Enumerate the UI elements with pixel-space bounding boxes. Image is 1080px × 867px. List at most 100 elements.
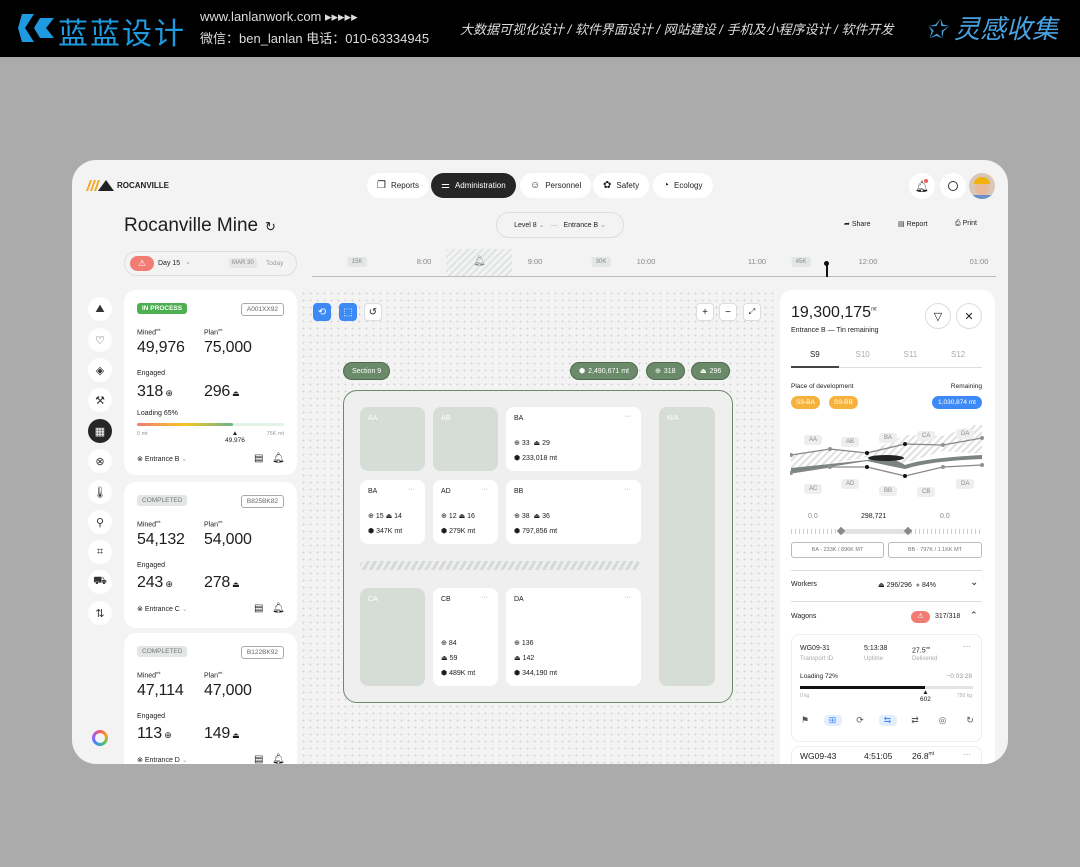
avatar[interactable]: [969, 173, 995, 199]
active-tab-indicator: [791, 366, 839, 368]
area-cell-ba[interactable]: BA ··· ⊕ 33 ⏏ 29 ⬢ 233,018 mt: [506, 407, 641, 471]
bell-icon[interactable]: 🔔︎: [272, 754, 285, 764]
area-cell-aa[interactable]: AA: [360, 407, 425, 471]
nav-personnel[interactable]: ☺ Personnel: [520, 173, 592, 198]
tab-s11[interactable]: S11: [903, 350, 918, 359]
swap-icon[interactable]: ⇆: [878, 715, 897, 726]
document-icon[interactable]: ▤: [254, 453, 264, 464]
sidebar-drill-icon[interactable]: ⚒: [88, 388, 112, 412]
location-icon[interactable]: ⟳: [856, 715, 864, 725]
more-icon[interactable]: ···: [624, 486, 631, 493]
zoom-out-button[interactable]: −: [719, 303, 737, 321]
magnet-tool-icon[interactable]: ⟲: [313, 303, 331, 321]
history-icon[interactable]: ↻: [966, 715, 974, 725]
production-card[interactable]: IN PROCESS A001XX92 Minedmt Planmt 49,97…: [124, 290, 297, 475]
area-cell-bb[interactable]: BB ··· ⊕ 38 ⏏ 36 ⬢ 797,856 mt: [506, 480, 641, 544]
value: 318: [663, 367, 676, 375]
area-cell-ba[interactable]: BA ··· ⊕ 15 ⏏ 14 ⬢ 347K mt: [360, 480, 425, 544]
location-selector: Level 8 ⌄ — Entrance B ⌄: [496, 212, 624, 238]
area-cell-na[interactable]: N/A: [659, 407, 715, 686]
select-area-tool-icon[interactable]: ⬚: [339, 303, 357, 321]
fullscreen-button[interactable]: ⤢: [743, 303, 761, 321]
more-icon[interactable]: ···: [963, 750, 971, 759]
notifications-button[interactable]: 🔔︎: [909, 173, 935, 199]
wagon-card[interactable]: WG09-43 4:51:05 26.8mt ···: [791, 746, 982, 764]
timeline[interactable]: 🔔︎ 15K 30K 45K 8:00 9:00 10:00 11:00 12:…: [312, 249, 996, 279]
card-code: A001XX92: [240, 303, 284, 316]
chevron-down-icon[interactable]: ⌄: [970, 577, 979, 588]
nav-ecology[interactable]: ◔ Ecology: [653, 173, 713, 198]
chart-node-label: DA: [956, 429, 975, 439]
lasso-tool-icon[interactable]: ↺: [364, 303, 382, 321]
area-cell-ad[interactable]: AD ··· ⊕ 12 ⏏ 16 ⬢ 279K mt: [433, 480, 498, 544]
flag-icon[interactable]: ⚑: [800, 715, 810, 725]
chat-button[interactable]: [940, 173, 966, 199]
entrance-select[interactable]: ⊗ Entrance B ⌄: [137, 455, 187, 463]
more-icon[interactable]: ···: [481, 486, 488, 493]
refresh-icon[interactable]: ↻: [265, 219, 276, 234]
entrance-select[interactable]: Entrance B ⌄: [563, 221, 605, 229]
zoom-in-button[interactable]: +: [696, 303, 714, 321]
sidebar-diamond-icon[interactable]: ◈: [88, 358, 112, 382]
unit: mt: [925, 645, 931, 650]
more-icon[interactable]: ···: [963, 642, 971, 651]
sidebar-temperature-icon[interactable]: 🌡︎: [88, 480, 112, 504]
color-ring-icon[interactable]: [92, 730, 108, 746]
bell-icon[interactable]: 🔔︎: [272, 603, 285, 614]
day-selector[interactable]: ⚠ Day 15 ⌄ MAR 30 Today: [124, 251, 297, 276]
sidebar-tools-icon[interactable]: ⚲: [88, 510, 112, 534]
sidebar-scan-icon[interactable]: ⌗: [88, 540, 112, 564]
tab-s10[interactable]: S10: [855, 350, 870, 359]
area-cell-cb[interactable]: CB ··· ⊕ 84 ⏏ 59 ⬢ 489K mt: [433, 588, 498, 686]
nav-administration[interactable]: ⚌ Administration: [431, 173, 516, 198]
mine-map[interactable]: ⟲ ⬚ ↺ + − ⤢ Section 9 ⬢ 2,490,671 mt ⊕ 318…: [300, 290, 775, 764]
entrance-select[interactable]: ⊗ Entrance C ⌄: [137, 605, 188, 613]
more-icon[interactable]: ···: [624, 413, 631, 420]
connect-icon[interactable]: ⇄: [911, 715, 919, 725]
area-cell-ca[interactable]: CA: [360, 588, 425, 686]
area-cell-ab[interactable]: AB: [433, 407, 498, 471]
sidebar-map-icon[interactable]: ▦: [88, 419, 112, 443]
place-chip[interactable]: S9-BA: [791, 396, 820, 409]
tag-icon[interactable]: ◎: [938, 715, 947, 725]
current-time-marker[interactable]: [826, 263, 828, 277]
more-icon[interactable]: ···: [481, 594, 488, 601]
tab-s12[interactable]: S12: [951, 350, 966, 359]
nav-safety[interactable]: ✿ Safety: [593, 173, 650, 198]
flow-core: [868, 455, 904, 461]
level-select[interactable]: Level 8 ⌄: [514, 221, 544, 229]
place-chip[interactable]: S9-BB: [829, 396, 858, 409]
share-button[interactable]: ➦ Share: [844, 220, 871, 228]
mined-label: Minedmt: [137, 519, 161, 528]
production-card[interactable]: COMPLETED B825BK82 Minedmt Planmt 54,132…: [124, 482, 297, 628]
nav-reports[interactable]: ❐ Reports: [367, 173, 429, 198]
filter-button[interactable]: ▽: [925, 303, 951, 329]
more-icon[interactable]: ···: [408, 486, 415, 493]
print-button[interactable]: ⎙ Print: [955, 220, 977, 228]
document-icon[interactable]: ▤: [254, 754, 264, 764]
bell-icon[interactable]: 🔔︎: [272, 453, 285, 464]
close-button[interactable]: ✕: [956, 303, 982, 329]
chevron-down-icon: ⌄: [181, 456, 188, 463]
entrance-select[interactable]: ⊗ Entrance D ⌄: [137, 756, 188, 764]
area-cell-da[interactable]: DA ··· ⊕ 136 ⏏ 142 ⬢ 344,190 mt: [506, 588, 641, 686]
chevron-up-icon[interactable]: ⌃: [970, 610, 978, 620]
sidebar-route-icon[interactable]: ⊗: [88, 449, 112, 473]
sidebar-vehicle-icon[interactable]: ⛟: [88, 570, 112, 594]
wagon-card[interactable]: WG09-31 Transport ID 5:13:38 Uptime 27.5…: [791, 634, 982, 742]
section-label[interactable]: Section 9: [343, 362, 391, 380]
sidebar-mine-icon[interactable]: ⛰: [88, 297, 112, 321]
production-card[interactable]: COMPLETED B122BK92 Minedmt Planmt 47,114…: [124, 633, 297, 764]
helmet-icon: ●: [915, 582, 921, 589]
range-button-ba[interactable]: BA - 233K / 896K MT: [791, 542, 884, 558]
grid-map-icon[interactable]: ⊞: [823, 715, 842, 726]
sidebar-transfer-icon[interactable]: ⇅: [88, 601, 112, 625]
range-slider[interactable]: [791, 526, 982, 536]
sidebar-health-icon[interactable]: ♡: [88, 328, 112, 352]
more-icon[interactable]: ···: [624, 594, 631, 601]
range-button-bb[interactable]: BB - 797K / 1.1KK MT: [888, 542, 982, 558]
report-button[interactable]: ▤ Report: [898, 220, 928, 228]
banner-url[interactable]: www.lanlanwork.com ▸▸▸▸▸: [200, 9, 358, 24]
document-icon[interactable]: ▤: [254, 603, 264, 614]
tab-s9[interactable]: S9: [809, 350, 820, 359]
